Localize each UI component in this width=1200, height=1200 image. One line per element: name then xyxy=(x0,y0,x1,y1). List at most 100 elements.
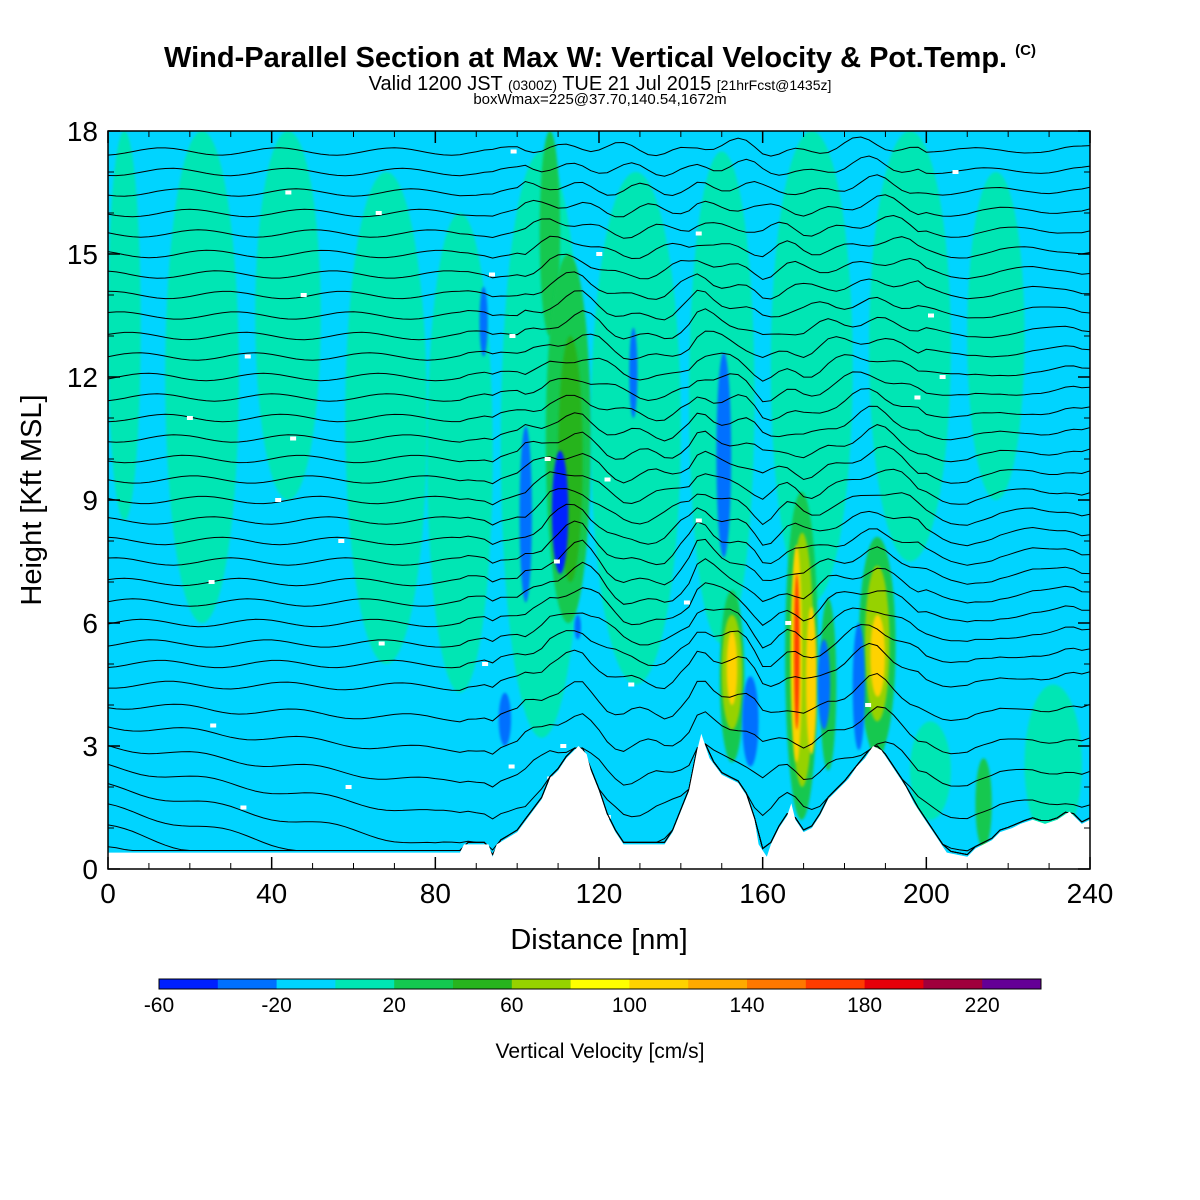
x-tick-label: 240 xyxy=(1067,878,1114,909)
colorbar-tick-label: 20 xyxy=(383,994,406,1017)
title-text: Wind-Parallel Section at Max W: Vertical… xyxy=(163,42,1008,74)
colorbar-swatch xyxy=(629,979,689,989)
colorbar-swatch xyxy=(982,979,1042,989)
velocity-cell xyxy=(498,692,512,746)
copyright-mark: (C) xyxy=(1015,42,1036,59)
velocity-cell xyxy=(726,631,738,705)
colorbar-swatch xyxy=(394,979,454,989)
contour-label xyxy=(290,436,297,441)
contour-label xyxy=(186,416,193,420)
colorbar-swatch xyxy=(923,979,983,989)
colorbar-swatch xyxy=(688,979,748,989)
theta-contour xyxy=(108,623,1090,669)
contour-label xyxy=(785,621,792,625)
y-tick-label: 18 xyxy=(67,116,98,147)
valid-time: Valid 1200 JST xyxy=(368,73,503,95)
colorbar-tick-label: 60 xyxy=(500,994,523,1017)
contour-label xyxy=(927,313,934,318)
theta-contour xyxy=(108,253,1090,281)
velocity-cell xyxy=(427,213,493,693)
x-tick-label: 160 xyxy=(739,878,786,909)
colorbar-swatch xyxy=(864,979,924,989)
contour-label xyxy=(244,354,251,359)
colorbar-label: Vertical Velocity [cm/s] xyxy=(496,1040,705,1063)
theta-contour xyxy=(108,503,1090,547)
velocity-cell xyxy=(629,327,638,418)
theta-contour xyxy=(108,330,1090,361)
theta-contour xyxy=(108,214,1090,239)
contour-label xyxy=(596,252,603,256)
contour-label xyxy=(510,149,517,154)
contour-label xyxy=(300,293,307,297)
theta-contour xyxy=(108,424,1090,464)
terrain xyxy=(108,733,1090,869)
axes: 0 40 80 120 160 200 240 0 3 6 9 12 15 18 xyxy=(67,116,1114,909)
colorbar-tick-label: 140 xyxy=(729,994,764,1017)
contour-label xyxy=(544,457,551,461)
theta-contour xyxy=(108,520,1090,566)
velocity-cell xyxy=(975,758,992,849)
theta-contour xyxy=(108,289,1090,321)
x-tick-label: 0 xyxy=(100,878,116,909)
contour-label xyxy=(509,334,516,338)
theta-contour xyxy=(108,672,1090,723)
contour-label xyxy=(208,580,215,584)
velocity-cell xyxy=(479,286,488,357)
contour-label xyxy=(865,703,872,707)
velocity-field xyxy=(108,131,1090,869)
y-tick-label: 15 xyxy=(67,239,98,270)
theta-contour xyxy=(108,194,1090,218)
x-tick-label: 40 xyxy=(256,878,287,909)
colorbar-swatch xyxy=(511,979,572,989)
contour-label xyxy=(553,559,560,564)
y-tick-label: 12 xyxy=(67,362,98,393)
box-max-info: boxWmax=225@37.70,140.54,1672m xyxy=(473,91,727,108)
contour-label xyxy=(939,375,946,379)
theta-contour xyxy=(108,582,1090,628)
colorbar-swatch xyxy=(276,979,336,989)
terrain-fill xyxy=(108,733,1090,869)
contour-label xyxy=(338,539,345,543)
velocity-cell xyxy=(817,639,831,730)
theta-contour xyxy=(108,741,1090,788)
velocity-cell xyxy=(345,172,428,664)
contour-label xyxy=(375,211,382,215)
velocity-cell xyxy=(742,676,759,767)
y-tick-label: 3 xyxy=(82,731,98,762)
colorbar-swatch xyxy=(335,979,395,989)
x-axis-label: Distance [nm] xyxy=(510,924,687,956)
theta-contour xyxy=(108,271,1090,300)
theta-contour xyxy=(108,642,1090,691)
theta-contour xyxy=(108,235,1090,260)
theta-contour xyxy=(108,352,1090,382)
contour-label xyxy=(285,190,292,195)
contour-label xyxy=(210,723,217,728)
theta-contour xyxy=(108,538,1090,587)
colorbar: -60 -20 20 60 100 140 180 220 xyxy=(144,978,1042,1017)
theta-contours xyxy=(108,136,1090,856)
forecast-info: [21hrFcst@1435z] xyxy=(716,77,832,93)
contour-label xyxy=(952,170,959,174)
theta-contour xyxy=(108,174,1090,197)
theta-contour xyxy=(108,155,1090,177)
chart-subtitle: Valid 1200 JST (0300Z) TUE 21 Jul 2015 [… xyxy=(0,73,1200,96)
theta-contour xyxy=(108,488,1090,526)
colorbar-tick-label: 180 xyxy=(847,994,882,1017)
velocity-cell xyxy=(551,450,569,574)
chart-title: Wind-Parallel Section at Max W: Vertical… xyxy=(0,42,1200,75)
contour-label xyxy=(547,776,554,781)
y-tick-label: 6 xyxy=(82,608,98,639)
contour-label xyxy=(508,764,515,769)
colorbar-tick-label: -60 xyxy=(144,994,174,1017)
theta-contour xyxy=(108,558,1090,607)
x-tick-label: 200 xyxy=(903,878,950,909)
theta-contour xyxy=(108,308,1090,341)
velocity-cell xyxy=(716,352,732,558)
velocity-cell xyxy=(806,606,817,755)
colorbar-tick-label: 220 xyxy=(965,994,1000,1017)
theta-contour xyxy=(108,445,1090,485)
velocity-cell xyxy=(909,721,951,820)
theta-contour xyxy=(108,371,1090,403)
theta-contour xyxy=(108,136,1090,157)
